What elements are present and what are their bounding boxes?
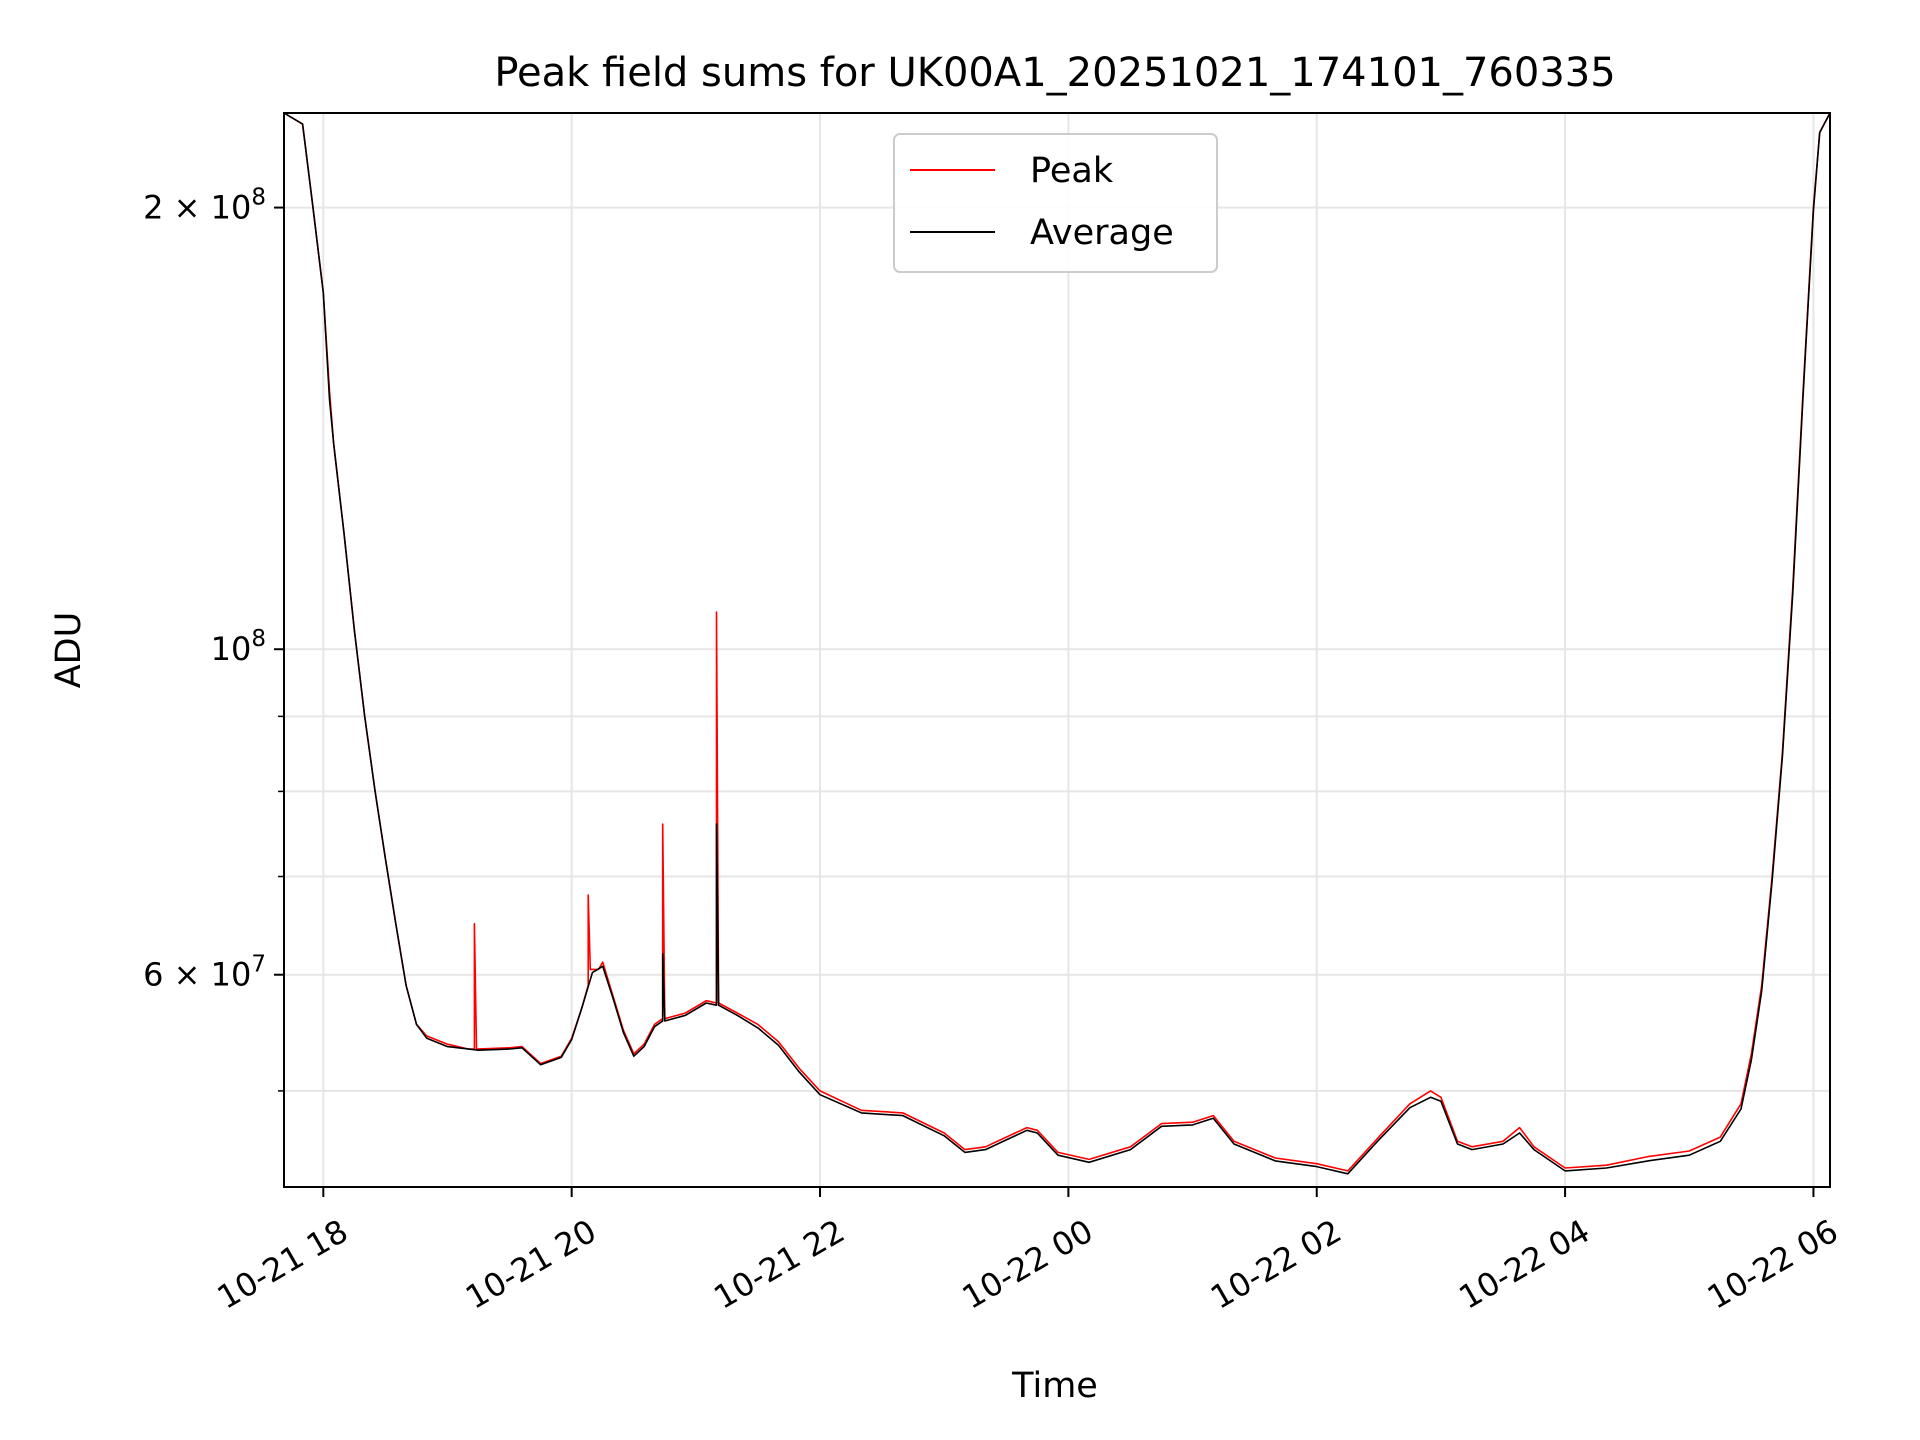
series-line-average	[283, 112, 1831, 1175]
series-line-peak	[283, 112, 1831, 1172]
plot-series	[283, 112, 1831, 1175]
legend: Peak Average	[893, 133, 1218, 273]
x-axis-label: Time	[1011, 1366, 1098, 1406]
y-tick-label: 6 × 107	[143, 952, 266, 994]
legend-label-peak: Peak	[1030, 151, 1114, 191]
y-tick-label: 2 × 108	[143, 185, 266, 227]
legend-label-average: Average	[1030, 213, 1174, 253]
chart-title: Peak field sums for UK00A1_20251021_1741…	[494, 50, 1615, 96]
y-axis-label: ADU	[49, 612, 89, 689]
y-axis: 2 × 108 108 6 × 107	[143, 185, 284, 1092]
grid	[284, 113, 1830, 1187]
legend-box	[893, 133, 1218, 273]
y-tick-label: 108	[211, 626, 266, 668]
